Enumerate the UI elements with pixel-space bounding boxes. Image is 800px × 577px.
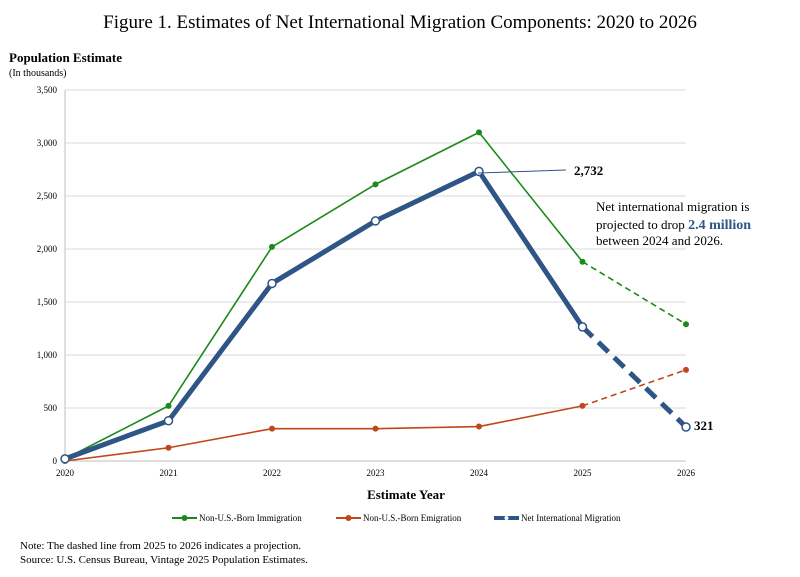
callout-line-1: Net international migration is [596,199,749,214]
y-tick-label: 3,000 [37,138,58,148]
x-tick-label: 2024 [470,468,489,478]
x-tick-label: 2021 [160,468,178,478]
data-point [370,216,381,226]
data-point [269,243,275,250]
callout-highlight: 2.4 million [688,218,751,233]
y-tick-label: 500 [44,403,58,413]
x-tick-label: 2026 [677,468,696,478]
legend-marker [181,515,188,521]
y-tick-label: 2,500 [37,191,58,201]
data-point [165,444,172,451]
data-point [267,278,277,289]
y-axis-sublabel: (In thousands) [9,68,67,79]
series-projection-line [582,261,687,325]
callout-line-3: between 2024 and 2026. [596,233,723,248]
y-tick-label: 1,500 [37,297,58,307]
legend-marker [345,515,352,521]
data-point [476,423,482,430]
data-point [476,129,482,136]
data-point [60,454,70,464]
data-point [683,321,689,328]
end-label: 321 [694,418,714,433]
series-line [64,405,583,462]
data-point [683,366,689,373]
data-point [681,422,691,432]
data-point [269,425,275,432]
legend-label: Non-U.S.-Born Emigration [363,513,462,523]
x-tick-label: 2022 [263,468,281,478]
y-tick-label: 0 [53,456,58,466]
callout-pre: projected to drop [596,217,688,232]
legend: Non-U.S.-Born Immigration Non-U.S.-Born E… [172,513,621,523]
y-axis-label: Population Estimate [9,50,122,65]
data-point [163,415,174,426]
legend-label: Net International Migration [521,513,621,523]
series-line [64,131,584,460]
series-projection-line [580,325,688,429]
chart-title: Figure 1. Estimates of Net International… [103,12,697,33]
peak-leader-line [477,169,567,174]
x-axis-label: Estimate Year [367,487,445,502]
x-tick-label: 2025 [574,468,593,478]
data-point [372,425,379,432]
note-text: Note: The dashed line from 2025 to 2026 … [20,540,301,552]
data-point [577,322,588,332]
data-point [372,181,379,188]
data-point [165,402,172,409]
data-point [579,258,586,265]
legend-label: Non-U.S.-Born Immigration [199,513,302,523]
x-tick-label: 2020 [56,468,75,478]
callout-line-2: projected to drop 2.4 million [596,217,751,233]
source-text: Source: U.S. Census Bureau, Vintage 2025… [20,554,308,566]
y-tick-label: 2,000 [37,244,58,254]
y-tick-label: 1,000 [37,350,58,360]
y-tick-label: 3,500 [37,85,58,95]
series-projection-line [582,369,687,407]
series-line [64,168,585,462]
x-tick-label: 2023 [367,468,386,478]
data-point [474,166,484,177]
legend-marker [504,516,509,520]
peak-label: 2,732 [574,163,603,178]
data-point [579,402,586,409]
